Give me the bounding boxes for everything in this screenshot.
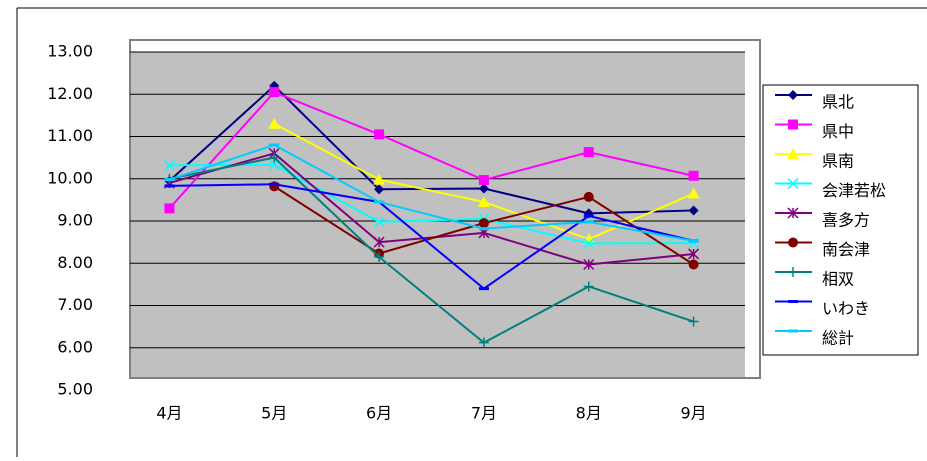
plot-frame [129, 39, 761, 379]
y-tick-label: 13.00 [47, 42, 93, 61]
legend-label: 総計 [822, 329, 854, 348]
legend [762, 84, 919, 356]
marker [164, 203, 175, 214]
marker [583, 258, 595, 271]
x-tick-label: 6月 [366, 404, 392, 423]
legend-label: 南会津 [822, 240, 870, 259]
y-tick-label: 9.00 [57, 211, 93, 230]
marker [268, 117, 281, 129]
y-tick-label: 6.00 [57, 337, 93, 356]
marker [583, 191, 594, 202]
legend-label: 県中 [822, 122, 854, 141]
marker [478, 183, 489, 194]
marker [373, 236, 385, 248]
marker [269, 87, 280, 98]
legend-marker [787, 177, 799, 190]
marker [687, 187, 700, 199]
series-line [169, 183, 694, 290]
marker [478, 175, 489, 186]
y-tick-label: 12.00 [47, 84, 93, 103]
x-tick-label: 7月 [471, 404, 497, 423]
legend-marker [788, 267, 798, 277]
series-line [169, 143, 694, 242]
y-tick-label: 7.00 [57, 295, 93, 314]
legend-label: いわき [822, 299, 870, 318]
marker [688, 205, 699, 216]
series-line [168, 90, 694, 209]
legend-label: 県南 [822, 152, 854, 171]
x-tick-label: 5月 [261, 404, 287, 423]
x-tick-label: 9月 [680, 404, 706, 423]
series-line [168, 84, 694, 215]
marker [478, 218, 489, 229]
marker [478, 337, 489, 348]
marker [373, 216, 385, 228]
marker [583, 237, 595, 249]
legend-label: 相双 [822, 270, 854, 289]
legend-marker [788, 90, 798, 100]
series-line [169, 163, 694, 245]
marker [688, 248, 700, 260]
marker [374, 184, 385, 195]
marker [688, 170, 699, 181]
legend-marker [787, 148, 799, 159]
marker [374, 251, 385, 262]
legend-label: 喜多方 [822, 211, 870, 230]
marker [583, 281, 594, 292]
marker [688, 316, 699, 327]
y-tick-label: 8.00 [57, 253, 93, 272]
legend-marker [788, 237, 798, 248]
marker [374, 129, 385, 140]
legend-label: 県北 [822, 93, 854, 112]
y-tick-label: 11.00 [47, 126, 93, 145]
marker [583, 147, 594, 158]
x-tick-label: 4月 [156, 404, 182, 423]
marker [688, 259, 699, 270]
marker [373, 173, 386, 185]
y-tick-label: 10.00 [47, 168, 93, 187]
legend-label: 会津若松 [822, 181, 886, 200]
y-tick-label: 5.00 [57, 380, 93, 399]
legend-marker [788, 119, 798, 130]
x-tick-label: 8月 [576, 404, 602, 423]
plot-background [130, 52, 745, 378]
legend-marker [787, 207, 799, 219]
series-line [169, 156, 694, 344]
marker [163, 159, 175, 171]
marker [477, 195, 490, 207]
marker [269, 152, 280, 163]
